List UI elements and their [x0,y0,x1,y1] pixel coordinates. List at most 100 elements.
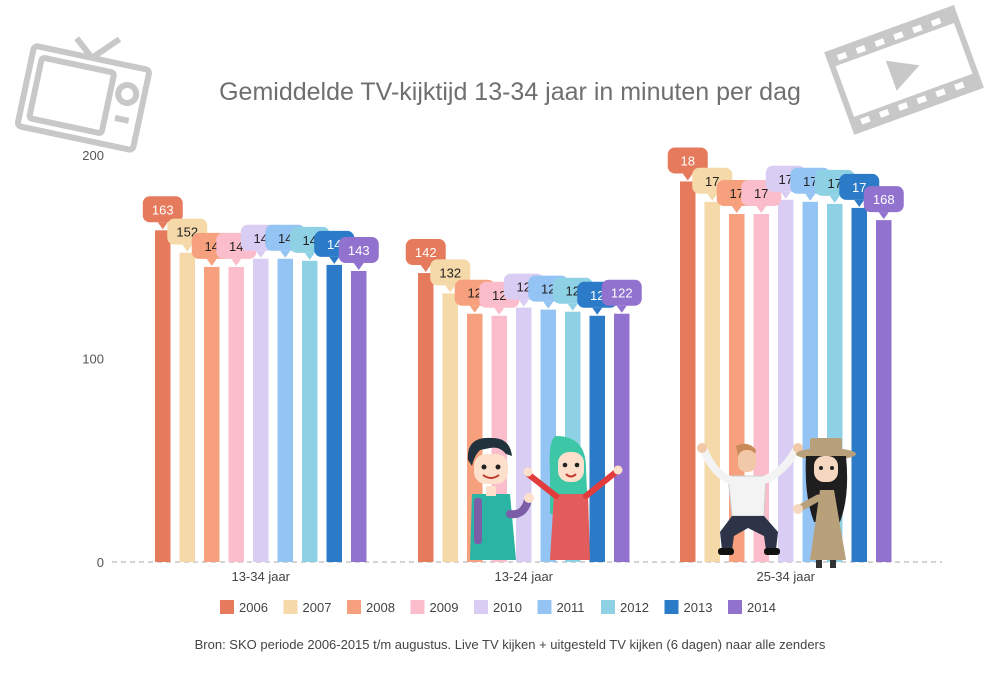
legend-item: 2013 [664,600,713,615]
data-label: 17 [779,172,793,187]
bar [778,199,794,562]
legend-label: 2014 [747,600,776,615]
bar [729,214,745,562]
bar [204,266,220,562]
data-label: 12 [517,280,531,295]
legend-swatch [283,600,298,614]
data-label: 18 [681,153,695,168]
bar [851,207,867,562]
data-label-bubble: 122 [601,279,642,313]
bar [516,307,532,562]
category-label: 25-34 jaar [756,569,815,584]
bar [753,214,769,562]
data-label: 17 [705,174,719,189]
boy-cartoon-icon [467,437,534,560]
legend-item: 2011 [537,600,585,615]
source-note: Bron: SKO periode 2006-2015 t/m augustus… [195,637,826,652]
data-label: 17 [852,180,866,195]
legend-item: 2007 [283,600,332,615]
data-label-bubble: 163 [142,196,183,230]
legend-item: 2010 [474,600,522,615]
legend-label: 2012 [620,600,649,615]
bar [876,220,892,562]
legend-item: 2009 [410,600,459,615]
bar [418,273,434,562]
data-label: 14 [254,231,268,246]
data-label: 152 [176,225,198,240]
y-tick-label: 0 [97,555,104,570]
data-label: 12 [541,282,555,297]
bar [155,230,171,563]
legend-swatch [601,600,615,614]
legend-item: 2014 [728,600,776,615]
data-label: 12 [492,288,506,303]
data-label: 12 [566,284,580,299]
tv-icon [14,36,152,153]
girl-cartoon-icon [523,436,623,560]
data-label: 132 [439,265,461,280]
legend-swatch [664,600,679,614]
y-tick-label: 100 [82,352,104,367]
legend-swatch [474,600,488,614]
legend-swatch [537,600,552,614]
data-label: 143 [348,243,370,258]
data-label: 17 [828,176,842,191]
bar [326,264,342,562]
data-label: 17 [803,174,817,189]
data-label: 168 [873,192,895,207]
data-label: 12 [468,286,482,301]
legend-label: 2007 [303,600,332,615]
woman-cartoon-icon [793,438,856,568]
legend-label: 2013 [684,600,713,615]
data-label: 14 [205,239,219,254]
legend-item: 2008 [347,600,395,615]
data-label: 142 [415,245,437,260]
bar [680,181,696,562]
legend-label: 2006 [239,600,268,615]
legend-swatch [220,600,234,614]
category-labels: 13-34 jaar 13-24 jaar 25-34 jaar [231,569,815,584]
legend-swatch [728,600,742,614]
bar [253,258,269,562]
bar [302,260,318,562]
data-label: 14 [278,231,292,246]
legend-label: 2009 [430,600,459,615]
bar [589,315,605,562]
data-label: 14 [303,233,317,248]
category-label: 13-34 jaar [231,569,290,584]
y-tick-label: 200 [82,148,104,163]
data-label: 163 [152,202,174,217]
bar [704,201,720,562]
legend-swatch [347,600,361,614]
data-label: 12 [590,288,604,303]
legend-swatch [410,600,425,614]
y-axis: 0 100 200 [82,148,104,570]
legend-item: 2012 [601,600,649,615]
man-cartoon-icon [697,443,803,555]
bar [228,266,244,562]
data-label-bubble: 168 [863,186,904,220]
bar [614,313,630,562]
bar [277,258,293,562]
legend-label: 2011 [557,600,585,615]
category-label: 13-24 jaar [494,569,553,584]
legend-label: 2008 [366,600,395,615]
data-label: 14 [229,239,243,254]
legend-label: 2010 [493,600,522,615]
bar [179,252,195,562]
data-label: 14 [327,237,341,252]
data-label-bubble: 18 [667,147,708,181]
data-label: 17 [730,186,744,201]
bar [351,270,367,562]
chart-title: Gemiddelde TV-kijktijd 13-34 jaar in min… [219,78,801,106]
data-label-bubble: 132 [430,259,471,293]
data-label-bubble: 143 [338,236,379,270]
data-label-bubble: 142 [405,239,446,273]
legend: 2006 2007 2008 2009 2010 2011 2012 2013 2014 [220,600,776,615]
bar [442,293,458,562]
data-label: 17 [754,186,768,201]
legend-item: 2006 [220,600,268,615]
film-strip-icon [824,5,984,135]
